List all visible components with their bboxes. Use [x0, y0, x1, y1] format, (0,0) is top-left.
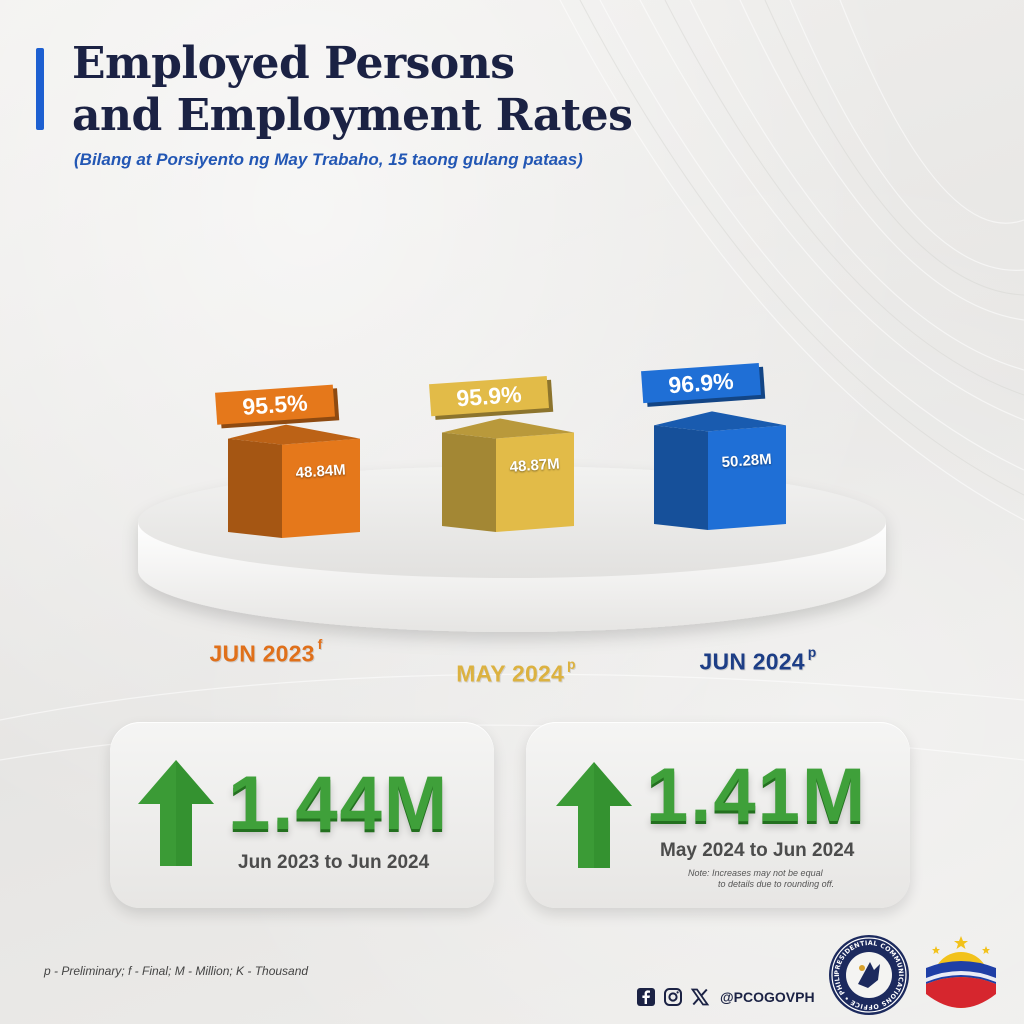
bar-side-face [654, 425, 708, 530]
rate-value-label: 96.9% [668, 368, 735, 398]
x-icon[interactable] [690, 987, 710, 1007]
bar-side-face [442, 432, 496, 532]
category-label: JUN 2024 p [648, 644, 868, 676]
rate-value-label: 95.5% [242, 389, 309, 419]
note-line-1: Note: Increases may not be equal [688, 868, 823, 878]
category-label: MAY 2024 p [406, 656, 626, 688]
category-label-text: MAY 2024 [456, 660, 564, 687]
rate-tag: 95.9% [429, 376, 554, 420]
bar: 50.28M 96.9% [641, 362, 786, 530]
title-accent-bar [36, 48, 44, 130]
up-arrow-icon [138, 760, 214, 866]
social-handle[interactable]: @PCOGOVPH [720, 989, 815, 1005]
bar-front-face [496, 432, 574, 532]
instagram-icon[interactable] [663, 987, 683, 1007]
change-value: 1.41M [646, 753, 868, 838]
category-label-text: JUN 2023 [209, 640, 315, 667]
bar-value-label: 48.84M [295, 461, 346, 481]
bar-top-face [654, 411, 786, 432]
rounding-note: Note: Increases may not be equal to deta… [688, 868, 834, 890]
rate-value-label: 95.9% [456, 381, 523, 411]
bar-chart: 48.84M 95.5% 48.87M 95.9% 50.28M 96.9% [138, 362, 886, 632]
rate-tag-box [429, 376, 549, 417]
bar-top-face [442, 418, 574, 439]
social-bar: @PCOGOVPH [636, 986, 815, 1008]
bar-value-label: 48.87M [509, 455, 560, 475]
title-line-2: and Employment Rates [72, 90, 633, 141]
bar-top-face [228, 424, 360, 445]
page-subtitle: (Bilang at Porsiyento ng May Trabaho, 15… [74, 150, 583, 169]
rate-tag-box [641, 362, 761, 404]
page-title: Employed Persons and Employment Rates [72, 38, 772, 142]
bar-value-label: 50.28M [721, 451, 772, 471]
change-card: 1.41M May 2024 to Jun 2024 Note: Increas… [526, 722, 910, 908]
change-value: 1.44M [228, 761, 450, 846]
title-line-1: Employed Persons [72, 38, 515, 89]
category-mark: f [317, 636, 323, 652]
up-arrow-icon [556, 762, 632, 868]
facebook-icon[interactable] [636, 987, 656, 1007]
bar-front-face [282, 438, 360, 538]
bagong-pilipinas-logo [926, 936, 996, 1008]
rate-tag: 96.9% [641, 362, 766, 407]
bar-side-face [228, 438, 282, 538]
pco-seal-logo: PRESIDENTIAL COMMUNICATIONS OFFICE • PHI… [828, 934, 909, 1015]
rate-tag-box [215, 384, 335, 425]
category-label-text: JUN 2024 [699, 648, 805, 675]
bars-group: 48.84M 95.5% 48.87M 95.9% 50.28M 96.9% [215, 362, 786, 538]
bar: 48.84M 95.5% [215, 384, 360, 538]
abbreviation-legend: p - Preliminary; f - Final; M - Million;… [44, 964, 309, 978]
change-range: May 2024 to Jun 2024 [660, 840, 855, 861]
bar-front-face [708, 425, 786, 530]
category-mark: p [566, 656, 576, 672]
bar: 48.87M 95.9% [429, 376, 574, 532]
category-mark: p [807, 644, 817, 660]
category-label: JUN 2023 f [156, 636, 376, 668]
change-range: Jun 2023 to Jun 2024 [238, 852, 430, 873]
change-card: 1.44M Jun 2023 to Jun 2024 [110, 722, 494, 908]
note-line-2: to details due to rounding off. [718, 879, 835, 889]
rate-tag: 95.5% [215, 384, 340, 429]
